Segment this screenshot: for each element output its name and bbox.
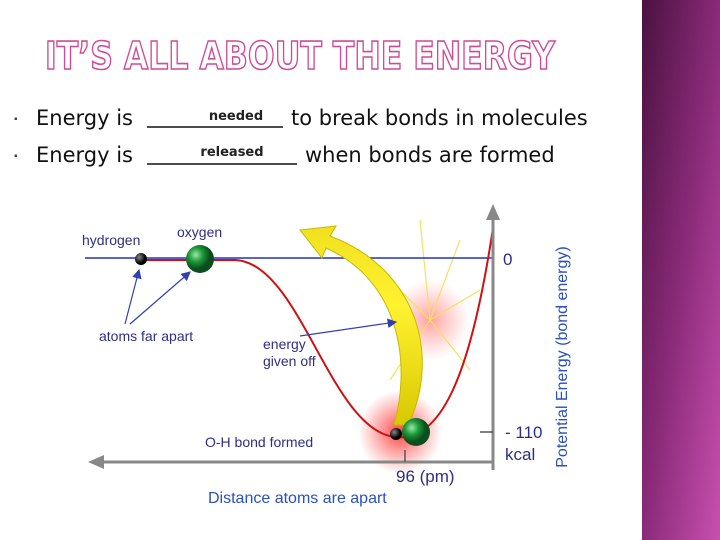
- bullet-answer: released: [200, 145, 263, 160]
- oxygen-atom: [186, 245, 214, 273]
- pointer: [129, 271, 191, 325]
- label: 96 (pm): [396, 467, 455, 486]
- label: kcal: [505, 445, 535, 464]
- bullet-marker: ▪: [14, 151, 18, 162]
- label: hydrogen: [82, 232, 140, 248]
- label: energy: [263, 336, 306, 352]
- bullet-1: ▪ Energy is needed to break bonds in mol…: [14, 106, 588, 130]
- oxygen-atom: [402, 418, 430, 446]
- energy-arrow: [299, 225, 423, 426]
- slide-title: IT’S ALL ABOUT THE ENERGY: [45, 34, 555, 78]
- bullet-2: ▪ Energy is released when bonds are form…: [14, 143, 555, 167]
- bullet-marker: ▪: [14, 114, 18, 125]
- bullet-prefix: Energy is: [36, 143, 133, 167]
- bullet-suffix: to break bonds in molecules: [291, 106, 588, 130]
- hydrogen-atom: [390, 428, 402, 440]
- bullet-answer: needed: [209, 109, 263, 124]
- pointer: [124, 268, 142, 325]
- label: O-H bond formed: [205, 434, 313, 450]
- pointer: [299, 318, 398, 337]
- bullet-prefix: Energy is: [36, 106, 133, 130]
- bullet-suffix: when bonds are formed: [305, 143, 555, 167]
- y-axis-label: Potential Energy (bond energy): [554, 246, 571, 467]
- label: atoms far apart: [99, 328, 193, 344]
- energy-diagram: hydrogen oxygen atoms far apart energy g…: [82, 204, 571, 507]
- x-arrowhead: [88, 455, 104, 469]
- hydrogen-atom: [135, 253, 147, 265]
- label: given off: [263, 353, 316, 369]
- x-axis-label: Distance atoms are apart: [208, 490, 387, 507]
- label: oxygen: [177, 224, 222, 240]
- y-arrowhead: [486, 204, 500, 220]
- side-strip: [642, 0, 720, 540]
- label: 0: [503, 250, 512, 269]
- label: - 110: [505, 423, 543, 442]
